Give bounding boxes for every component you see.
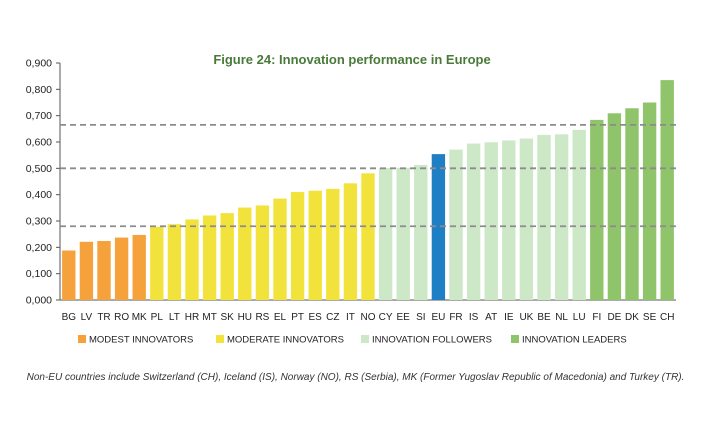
bar-pl	[150, 226, 164, 300]
x-tick-label-tr: TR	[97, 312, 110, 323]
threshold-layer	[60, 123, 676, 228]
x-tick-label-ro: RO	[114, 312, 129, 323]
bar-mk	[132, 234, 146, 300]
bar-si	[414, 164, 428, 300]
y-tick-label: 0,100	[26, 268, 52, 280]
y-tick-label: 0,700	[26, 110, 52, 122]
legend-swatch-followers	[361, 335, 369, 343]
bar-hu	[238, 207, 252, 300]
bar-de	[607, 113, 622, 301]
x-tick-label-dk: DK	[625, 312, 639, 323]
x-tick-label-ee: EE	[397, 312, 411, 323]
bar-is	[466, 143, 481, 300]
bar-be	[537, 134, 551, 300]
x-tick-label-de: DE	[607, 312, 621, 323]
legend-label-leaders: INNOVATION LEADERS	[522, 335, 627, 346]
y-tick-label: 0,900	[26, 58, 52, 70]
bar-lv	[79, 241, 94, 300]
x-tick-label-pt: PT	[291, 312, 304, 323]
x-tick-label-ie: IE	[504, 312, 514, 323]
x-tick-label-rs: RS	[255, 312, 269, 323]
innovation-bar-chart: Figure 24: Innovation performance in Eur…	[26, 52, 676, 346]
legend: MODEST INNOVATORS MODERATE INNOVATORS INNO…	[78, 335, 627, 346]
x-tick-label-no: NO	[361, 312, 376, 323]
bar-hr	[185, 219, 199, 300]
x-tick-label-at: AT	[485, 312, 497, 323]
x-tick-label-nl: NL	[555, 312, 568, 323]
y-tick-label: 0,600	[26, 137, 52, 149]
y-tick-label: 0,400	[26, 189, 52, 201]
bar-no	[361, 173, 375, 300]
x-tick-label-be: BE	[537, 312, 551, 323]
bar-el	[273, 198, 287, 300]
chart-title: Figure 24: Innovation performance in Eur…	[213, 52, 490, 67]
legend-swatch-moderate	[216, 335, 224, 343]
bar-ro	[114, 237, 129, 300]
x-tick-label-se: SE	[643, 312, 657, 323]
x-tick-label-bg: BG	[62, 312, 77, 323]
bar-bg	[62, 250, 76, 300]
y-tick-label: 0,500	[26, 163, 52, 175]
bar-lu	[572, 129, 586, 300]
bar-rs	[255, 205, 270, 300]
x-tick-label-mt: MT	[202, 312, 216, 323]
bar-cz	[326, 188, 340, 300]
x-tick-label-lu: LU	[573, 312, 586, 323]
bar-ee	[396, 167, 410, 300]
x-tick-label-es: ES	[309, 312, 323, 323]
x-tick-label-si: SI	[416, 312, 425, 323]
x-tick-label-eu: EU	[431, 312, 445, 323]
bar-lt	[167, 224, 182, 300]
x-tick-label-lv: LV	[81, 312, 93, 323]
x-tick-label-cy: CY	[379, 312, 393, 323]
x-tick-label-fr: FR	[449, 312, 462, 323]
x-tick-label-uk: UK	[519, 312, 533, 323]
bar-eu	[431, 154, 446, 300]
x-tick-label-fi: FI	[592, 312, 601, 323]
bar-ch	[660, 80, 674, 300]
bar-pt	[290, 192, 305, 300]
bar-tr	[97, 241, 111, 300]
y-tick-label: 0,300	[26, 216, 52, 228]
y-tick-label: 0,200	[26, 242, 52, 254]
bars-layer	[62, 80, 674, 301]
bar-it	[343, 183, 358, 300]
x-tick-label-it: IT	[346, 312, 355, 323]
bar-fi	[590, 119, 604, 300]
legend-label-moderate: MODERATE INNOVATORS	[227, 335, 344, 346]
bar-ie	[502, 140, 516, 300]
legend-label-modest: MODEST INNOVATORS	[89, 335, 193, 346]
x-tick-label-hr: HR	[185, 312, 199, 323]
x-tick-layer: BG LV TR RO MK PL LT HR MT SK HU RS EL PT ES CZ IT NO CY EE…	[62, 312, 675, 323]
x-tick-label-pl: PL	[151, 312, 164, 323]
bar-dk	[625, 108, 639, 300]
y-tick-label: 0,800	[26, 84, 52, 96]
legend-label-followers: INNOVATION FOLLOWERS	[372, 335, 492, 346]
x-tick-label-sk: SK	[221, 312, 235, 323]
x-tick-label-ch: CH	[660, 312, 674, 323]
bar-at	[484, 142, 498, 300]
footnote: Non-EU countries include Switzerland (CH…	[26, 372, 685, 383]
bar-uk	[519, 138, 534, 300]
x-tick-label-el: EL	[274, 312, 287, 323]
legend-swatch-modest	[78, 335, 86, 343]
legend-swatch-leaders	[511, 335, 519, 343]
bar-mt	[202, 215, 217, 300]
x-tick-label-mk: MK	[132, 312, 147, 323]
x-tick-label-cz: CZ	[326, 312, 339, 323]
bar-nl	[554, 134, 569, 300]
bar-es	[308, 190, 322, 300]
x-tick-label-lt: LT	[169, 312, 180, 323]
x-tick-label-hu: HU	[238, 312, 252, 323]
bar-fr	[449, 149, 463, 300]
y-tick-label: 0,000	[26, 295, 52, 307]
bar-cy	[378, 168, 393, 300]
bar-se	[642, 102, 657, 300]
bar-sk	[220, 213, 234, 300]
x-tick-label-is: IS	[469, 312, 479, 323]
